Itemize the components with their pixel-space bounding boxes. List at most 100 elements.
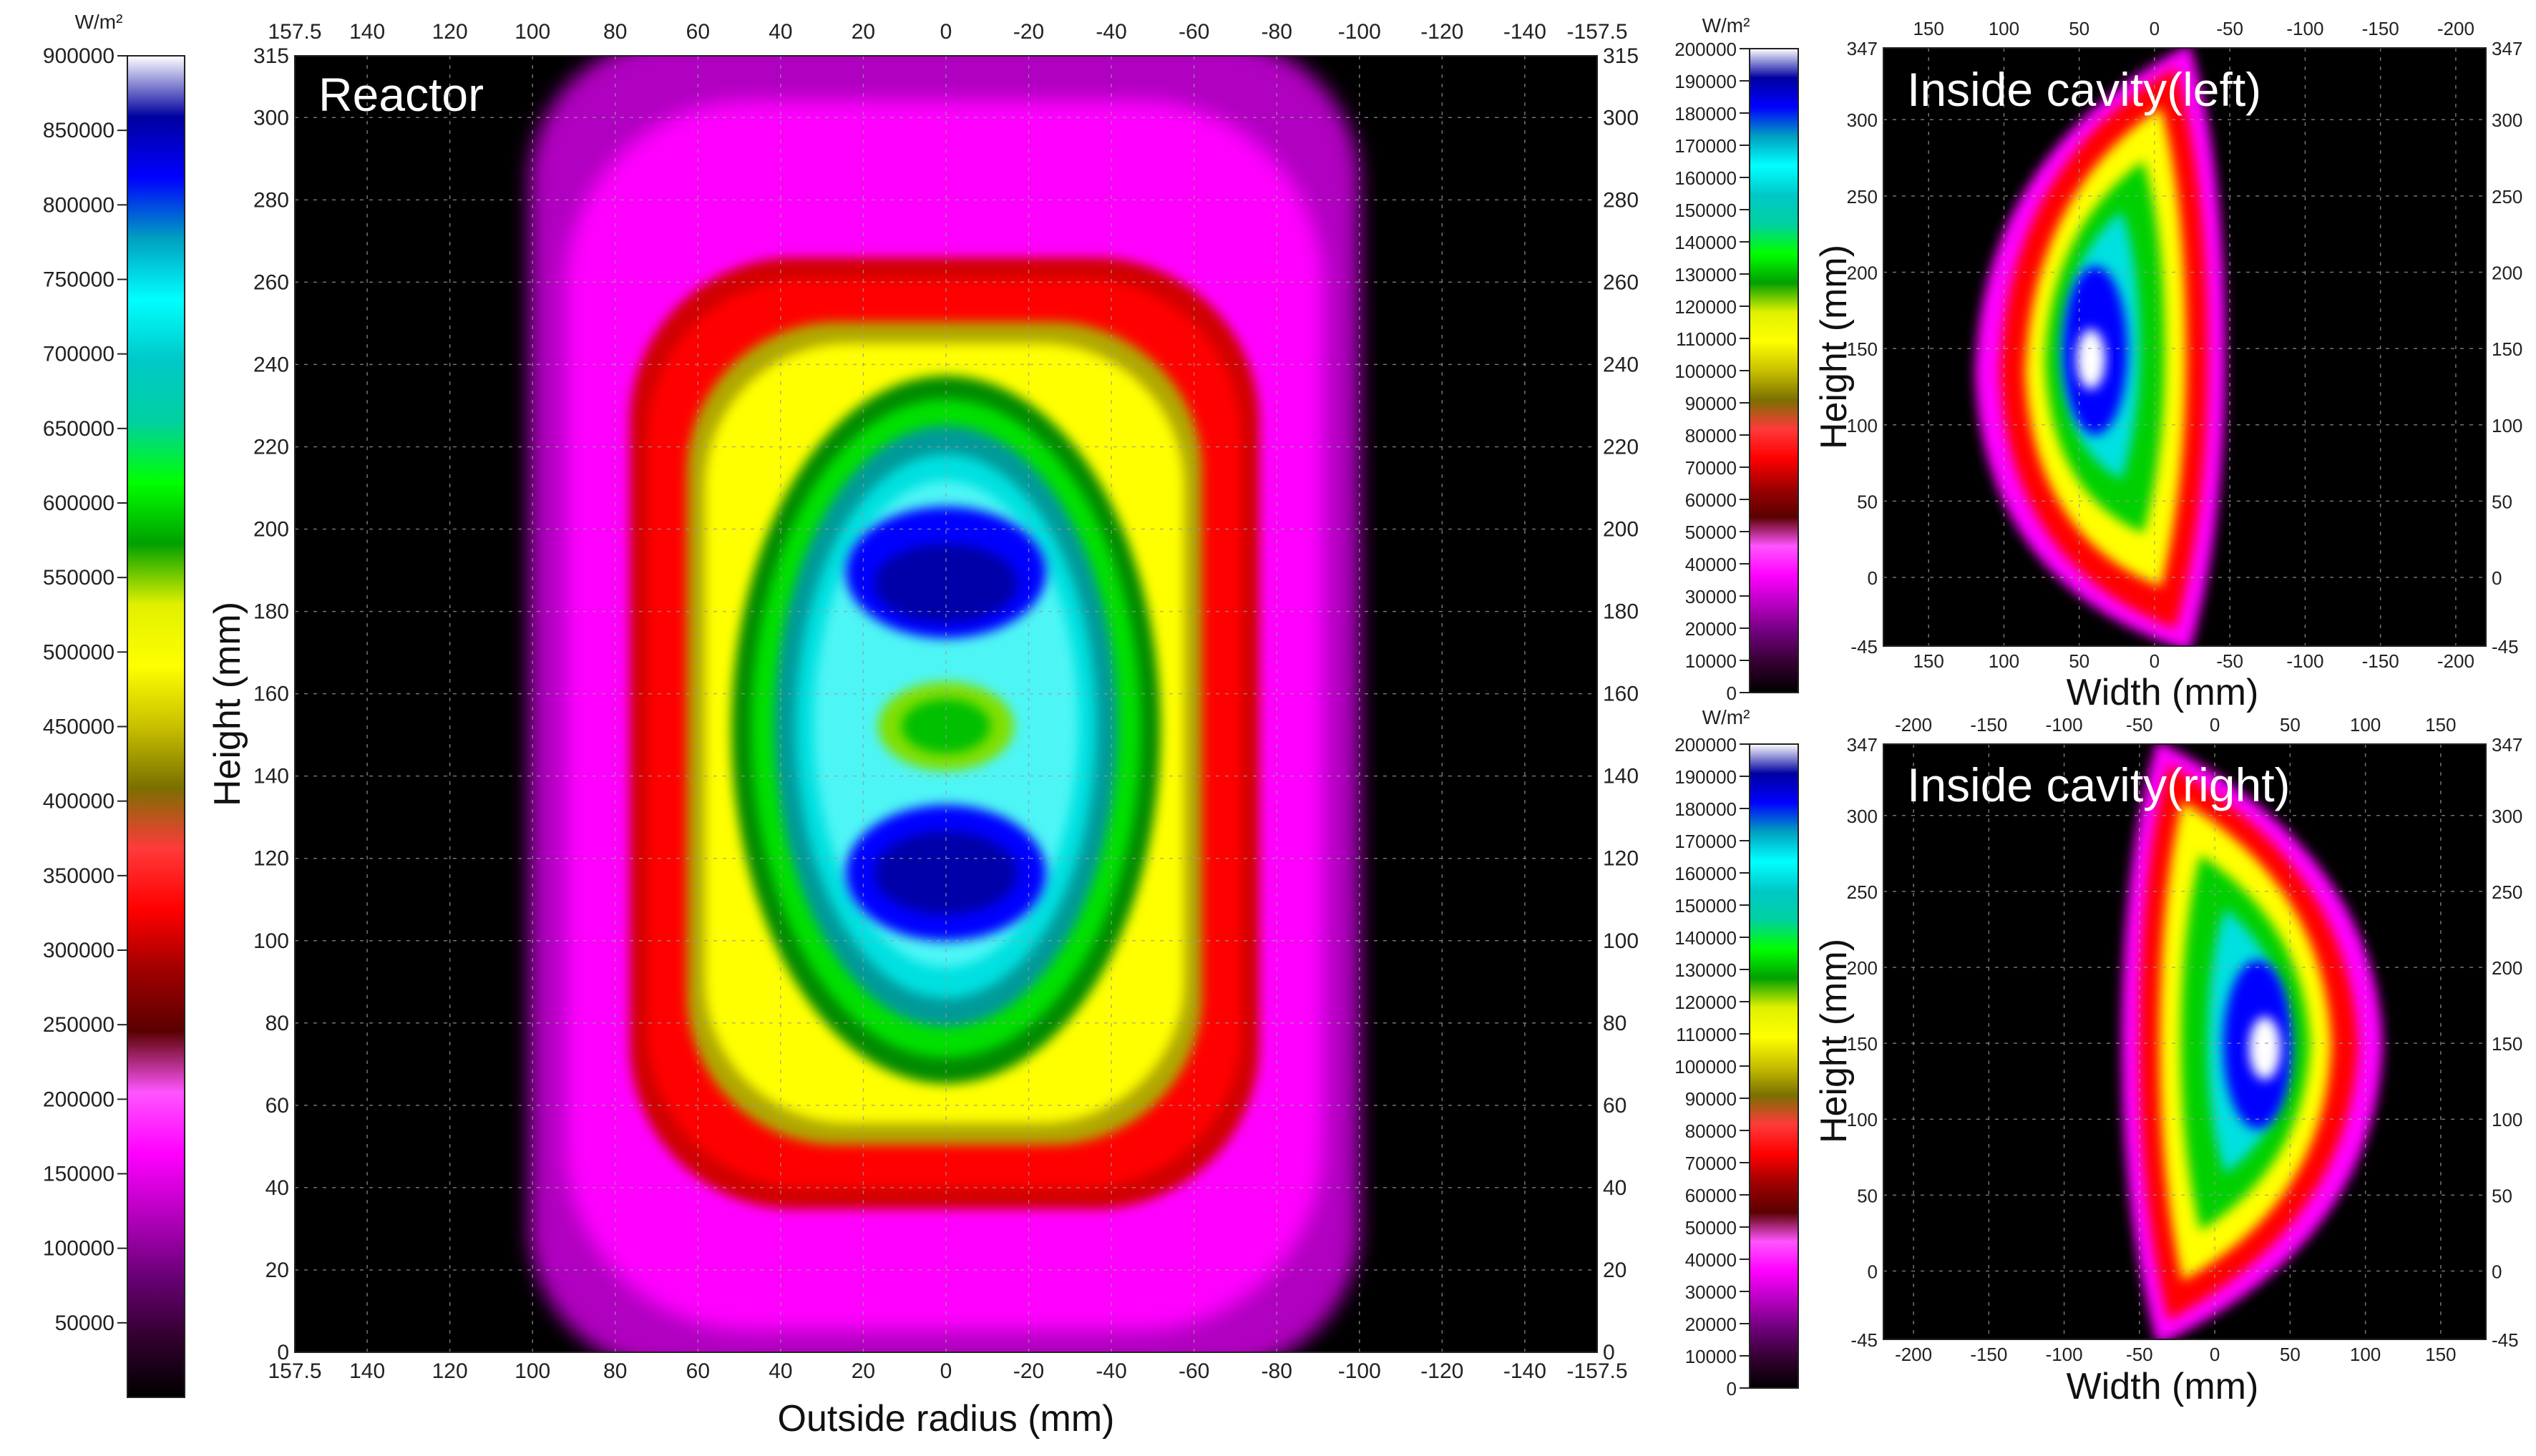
x-tick-label-top: -150 bbox=[1970, 714, 2007, 736]
cavity-left-xlabel: Width (mm) bbox=[2067, 672, 2259, 713]
x-tick-label-bottom: -200 bbox=[1895, 1344, 1932, 1365]
y-tick-label-right: 315 bbox=[1603, 44, 1639, 68]
x-tick-label-bottom: 0 bbox=[940, 1359, 952, 1383]
cavity-right-xlabel: Width (mm) bbox=[2067, 1366, 2259, 1407]
colorbar-tick-label: 850000 bbox=[43, 119, 114, 142]
y-tick-label-right: 80 bbox=[1603, 1012, 1627, 1035]
cavity-right-frame bbox=[1883, 743, 2487, 1340]
colorbar-tick-label: 50000 bbox=[1685, 1217, 1737, 1238]
reactor-heatmap bbox=[530, 56, 1360, 1352]
colorbar-tick-label: 100000 bbox=[43, 1237, 114, 1261]
x-tick-label-bottom: 150 bbox=[1913, 650, 1944, 672]
cavity-right-title: Inside cavity(right) bbox=[1907, 758, 2291, 811]
colorbar-tick-label: 130000 bbox=[1674, 264, 1737, 285]
y-tick-label-left: 0 bbox=[1868, 567, 1878, 589]
colorbar-tick-label: 170000 bbox=[1674, 135, 1737, 157]
cavity-left-panel: Inside cavity(left) 150 150 100 100 50 50 0 0 -5… bbox=[1813, 18, 2522, 713]
colorbar-tick-label: 120000 bbox=[1674, 992, 1737, 1013]
colorbar-tick-label: 90000 bbox=[1685, 1088, 1737, 1110]
y-tick-label-right: 140 bbox=[1603, 765, 1639, 788]
x-tick-label-bottom: 50 bbox=[2280, 1344, 2301, 1365]
upper-colorbar-gradient bbox=[1749, 48, 1799, 693]
x-tick-label-bottom: 80 bbox=[603, 1359, 627, 1383]
y-tick-label-left: 240 bbox=[253, 353, 289, 376]
colorbar-tick-label: 30000 bbox=[1685, 586, 1737, 607]
colorbar-tick-label: 180000 bbox=[1674, 103, 1737, 124]
y-tick-label-right: 100 bbox=[2492, 1109, 2522, 1130]
y-tick-label-right: 347 bbox=[2492, 734, 2522, 756]
x-tick-label-bottom: -150 bbox=[2362, 650, 2399, 672]
reactor-peak-upper-core bbox=[874, 544, 1018, 622]
colorbar-tick-label: 350000 bbox=[43, 864, 114, 888]
colorbar-tick-label: 100000 bbox=[1674, 1056, 1737, 1078]
y-tick-label-left: 100 bbox=[253, 929, 289, 953]
x-tick-label-bottom: -80 bbox=[1262, 1359, 1292, 1383]
colorbar-tick-label: 200000 bbox=[1674, 734, 1737, 756]
cavity-left-frame bbox=[1883, 47, 2487, 647]
cavity-left-ticks: 150 150 100 100 50 50 0 0 -50 -50 -100 -100 -150 -150… bbox=[1847, 18, 2523, 672]
x-tick-label-bottom: 20 bbox=[852, 1359, 875, 1383]
x-tick-label-bottom: 100 bbox=[514, 1359, 550, 1383]
colorbar-tick-label: 600000 bbox=[43, 492, 114, 515]
x-tick-label-top: 150 bbox=[2425, 714, 2456, 736]
y-tick-label-right: 0 bbox=[2492, 567, 2502, 589]
y-tick-label-left: -45 bbox=[1850, 1329, 1878, 1351]
x-tick-label-top: -140 bbox=[1503, 20, 1546, 44]
y-tick-label-left: 100 bbox=[1847, 415, 1878, 436]
x-tick-label-top: -100 bbox=[2046, 714, 2083, 736]
colorbar-tick-label: 500000 bbox=[43, 640, 114, 664]
x-tick-label-top: 150 bbox=[1913, 18, 1944, 39]
colorbar-tick-label: 100000 bbox=[1674, 361, 1737, 382]
colorbar-tick-label: 550000 bbox=[43, 566, 114, 590]
y-tick-label-right: 200 bbox=[2492, 263, 2522, 284]
y-tick-label-right: 0 bbox=[1603, 1341, 1615, 1364]
x-tick-label-bottom: -40 bbox=[1096, 1359, 1126, 1383]
y-tick-label-left: 260 bbox=[253, 270, 289, 294]
x-tick-label-top: 50 bbox=[2280, 714, 2301, 736]
colorbar-tick-label: 650000 bbox=[43, 417, 114, 441]
colorbar-tick-label: 120000 bbox=[1674, 296, 1737, 318]
x-tick-label-top: -100 bbox=[2286, 18, 2323, 39]
x-tick-label-top: 100 bbox=[514, 20, 550, 44]
y-tick-label-left: 60 bbox=[265, 1094, 289, 1118]
x-tick-label-top: -120 bbox=[1420, 20, 1463, 44]
y-tick-label-right: 160 bbox=[1603, 683, 1639, 706]
main-colorbar-unit: W/m² bbox=[75, 11, 123, 33]
colorbar-tick-label: 80000 bbox=[1685, 425, 1737, 446]
x-tick-label-top: 50 bbox=[2069, 18, 2089, 39]
colorbar-tick-label: 80000 bbox=[1685, 1120, 1737, 1142]
y-tick-label-right: 60 bbox=[1603, 1094, 1627, 1118]
colorbar-tick-label: 450000 bbox=[43, 715, 114, 739]
y-tick-label-right: 100 bbox=[1603, 929, 1639, 953]
x-tick-label-top: -20 bbox=[1013, 20, 1044, 44]
colorbar-tick-label: 700000 bbox=[43, 343, 114, 366]
x-tick-label-bottom: 150 bbox=[2425, 1344, 2456, 1365]
colorbar-tick-label: 150000 bbox=[1674, 895, 1737, 917]
upper-colorbar-unit: W/m² bbox=[1702, 14, 1750, 36]
x-tick-label-top: 100 bbox=[1989, 18, 2019, 39]
colorbar-tick-label: 150000 bbox=[1674, 200, 1737, 221]
x-tick-label-bottom: 0 bbox=[2210, 1344, 2220, 1365]
reactor-xlabel: Outside radius (mm) bbox=[778, 1398, 1115, 1440]
y-tick-label-right: 300 bbox=[2492, 806, 2522, 827]
cavity-right-ylabel: Height (mm) bbox=[1813, 939, 1855, 1143]
y-tick-label-right: 50 bbox=[2492, 1185, 2512, 1206]
lower-colorbar-unit: W/m² bbox=[1702, 706, 1750, 728]
lower-colorbar-ticks: 0 10000 20000 30000 40000 50000 60000 70000 8000… bbox=[1674, 734, 1750, 1399]
colorbar-tick-label: 10000 bbox=[1685, 1346, 1737, 1367]
x-tick-label-bottom: 0 bbox=[2150, 650, 2160, 672]
cavity-left-heatmap bbox=[1975, 48, 2225, 646]
x-tick-label-bottom: -50 bbox=[2216, 650, 2243, 672]
y-tick-label-left: 200 bbox=[1847, 957, 1878, 979]
x-tick-label-top: 157.5 bbox=[268, 20, 321, 44]
colorbar-tick-label: 10000 bbox=[1685, 650, 1737, 672]
y-tick-label-left: 160 bbox=[253, 683, 289, 706]
x-tick-label-bottom: -50 bbox=[2126, 1344, 2153, 1365]
x-tick-label-top: 0 bbox=[2150, 18, 2160, 39]
upper-colorbar-ticks: 0 10000 20000 30000 40000 50000 60000 70000 8000… bbox=[1674, 39, 1750, 704]
colorbar-tick-label: 90000 bbox=[1685, 393, 1737, 414]
lower-colorbar-gradient bbox=[1749, 743, 1799, 1389]
colorbar-tick-label: 250000 bbox=[43, 1013, 114, 1037]
y-tick-label-right: 180 bbox=[1603, 600, 1639, 624]
